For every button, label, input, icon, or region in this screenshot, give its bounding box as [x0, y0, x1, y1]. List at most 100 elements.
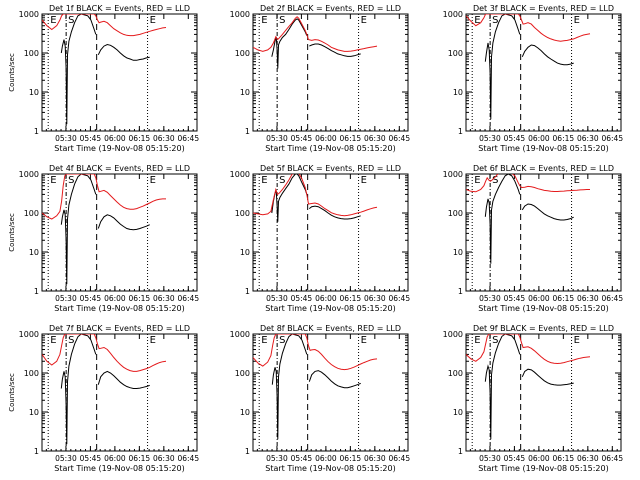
series-lld-line [253, 174, 378, 217]
x-tick-label: 06:15 [340, 134, 362, 143]
marker-label: E [474, 15, 480, 26]
x-tick-label: 05:45 [80, 454, 102, 463]
x-tick-label: 05:45 [504, 134, 526, 143]
panel-det-5: Det 5f BLACK = Events, RED = LLD 1 10 100 10… [230, 164, 411, 313]
panel-det-7: Det 7f BLACK = Events, RED = LLD 1 10 100 10… [8, 324, 199, 473]
y-axis-label: Counts/sec [8, 373, 16, 412]
y-tick-label: 10 [29, 408, 39, 417]
y-tick-label: 1000 [19, 10, 39, 19]
panel-title: Det 7f BLACK = Events, RED = LLD [49, 324, 190, 333]
series-events-line [484, 174, 574, 264]
x-tick-label: 05:30 [266, 134, 288, 143]
panel-title: Det 3f BLACK = Events, RED = LLD [473, 4, 614, 13]
y-tick-label: 1000 [19, 330, 39, 339]
plot-frame [252, 13, 409, 132]
x-tick-label: 06:30 [364, 454, 386, 463]
x-tick-label: 05:45 [504, 454, 526, 463]
x-tick-label: 06:15 [553, 454, 575, 463]
x-tick-label: 06:00 [528, 294, 550, 303]
x-tick-label: 06:00 [315, 454, 337, 463]
x-axis-label: Start Time (19-Nov-08 05:15:20) [478, 464, 608, 473]
x-tick-label: 05:45 [80, 294, 102, 303]
marker-label: E [474, 335, 480, 346]
series-lld-line [42, 174, 166, 220]
x-tick-label: 06:45 [388, 294, 410, 303]
x-axis-label: Start Time (19-Nov-08 05:15:20) [265, 144, 395, 153]
y-tick-label: 1000 [230, 10, 250, 19]
x-tick-label: 06:15 [340, 294, 362, 303]
marker-label: S [68, 335, 74, 346]
x-tick-label: 05:45 [291, 454, 313, 463]
x-tick-label: 06:15 [340, 454, 362, 463]
x-tick-label: 06:15 [129, 454, 151, 463]
marker-label: E [50, 15, 56, 26]
y-tick-label: 1000 [230, 170, 250, 179]
x-tick-label: 05:30 [55, 294, 77, 303]
marker-label: E [574, 15, 580, 26]
y-tick-label: 1000 [443, 10, 463, 19]
series-events-line [60, 14, 150, 125]
panel-title: Det 5f BLACK = Events, RED = LLD [260, 164, 401, 173]
y-tick-label: 100 [448, 49, 463, 58]
x-axis-label: Start Time (19-Nov-08 05:15:20) [478, 144, 608, 153]
x-tick-label: 06:45 [177, 134, 199, 143]
marker-label: S [68, 15, 74, 26]
x-tick-label: 06:00 [104, 294, 126, 303]
marker-label: E [150, 175, 156, 186]
panel-det-6: Det 6f BLACK = Events, RED = LLD 1 10 100 10… [443, 164, 624, 313]
x-tick-label: 06:45 [388, 454, 410, 463]
x-tick-label: 05:30 [479, 294, 501, 303]
plot-frame [465, 13, 622, 132]
plot-frame [41, 173, 198, 292]
y-tick-label: 1 [34, 447, 39, 456]
x-axis-label: Start Time (19-Nov-08 05:15:20) [265, 464, 395, 473]
panel-det-3: Det 3f BLACK = Events, RED = LLD 1 10 100 10… [443, 4, 624, 153]
x-tick-label: 05:45 [291, 134, 313, 143]
y-axis-label: Counts/sec [8, 213, 16, 252]
series-events-line [484, 14, 574, 120]
x-tick-label: 06:00 [104, 134, 126, 143]
y-tick-label: 1 [34, 127, 39, 136]
marker-label: S [68, 175, 74, 186]
x-tick-label: 06:15 [129, 134, 151, 143]
y-tick-label: 10 [240, 408, 250, 417]
x-tick-label: 06:45 [177, 294, 199, 303]
plot-frame [465, 333, 622, 452]
series-lld-line [253, 16, 378, 52]
y-tick-label: 1000 [443, 170, 463, 179]
series-events-line [60, 174, 150, 285]
y-tick-label: 100 [448, 369, 463, 378]
x-tick-label: 05:30 [479, 454, 501, 463]
x-axis-label: Start Time (19-Nov-08 05:15:20) [478, 304, 608, 313]
marker-label: E [261, 15, 267, 26]
x-tick-label: 05:30 [266, 454, 288, 463]
x-tick-label: 06:15 [553, 294, 575, 303]
x-tick-label: 06:00 [104, 454, 126, 463]
y-tick-label: 1 [245, 127, 250, 136]
panel-det-9: Det 9f BLACK = Events, RED = LLD 1 10 100 10… [443, 324, 624, 473]
y-tick-label: 100 [448, 209, 463, 218]
x-tick-label: 06:45 [601, 134, 623, 143]
panel-title: Det 1f BLACK = Events, RED = LLD [49, 4, 190, 13]
marker-label: S [492, 15, 498, 26]
y-tick-label: 100 [24, 49, 39, 58]
marker-label: E [361, 335, 367, 346]
y-tick-label: 10 [240, 248, 250, 257]
y-tick-label: 1000 [230, 330, 250, 339]
panel-title: Det 8f BLACK = Events, RED = LLD [260, 324, 401, 333]
series-lld-line [253, 334, 378, 371]
panel-det-1: Det 1f BLACK = Events, RED = LLD 1 10 100 10… [8, 4, 199, 153]
y-tick-label: 10 [453, 248, 463, 257]
x-tick-label: 05:30 [55, 454, 77, 463]
x-tick-label: 06:30 [153, 294, 175, 303]
marker-label: E [574, 175, 580, 186]
y-tick-label: 1 [245, 447, 250, 456]
panel-det-4: Det 4f BLACK = Events, RED = LLD 1 10 100 10… [8, 164, 199, 313]
y-tick-label: 100 [24, 369, 39, 378]
y-tick-label: 10 [240, 88, 250, 97]
marker-label: E [574, 335, 580, 346]
x-tick-label: 06:00 [528, 134, 550, 143]
y-tick-label: 10 [453, 408, 463, 417]
series-events-line [271, 18, 361, 69]
x-tick-label: 06:45 [177, 454, 199, 463]
